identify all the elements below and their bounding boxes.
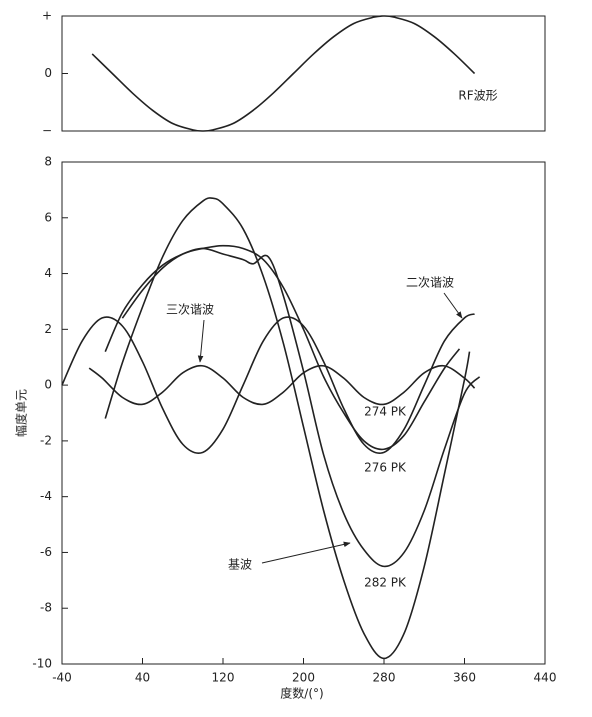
top-frame	[61, 15, 546, 132]
x-axis-label: 度数/(°)	[280, 686, 323, 701]
annotation: RF波形	[458, 89, 497, 103]
y-tick-label: -6	[40, 545, 52, 559]
y-tick-label: 0	[44, 378, 52, 392]
annotation: 274 PK	[364, 405, 407, 419]
x-tick-label: 280	[373, 671, 396, 685]
annotation: 282 PK	[364, 576, 407, 590]
arrow	[443, 292, 463, 319]
series-line	[104, 197, 471, 660]
y-tick-label: −	[42, 124, 52, 138]
series-line	[91, 15, 476, 132]
x-tick-label: 440	[534, 671, 557, 685]
x-tick-label: 120	[212, 671, 235, 685]
arrow	[197, 319, 205, 363]
y-tick-label: -2	[40, 433, 52, 447]
annotation: 基波	[228, 558, 252, 572]
x-tick-label: 360	[453, 671, 476, 685]
arrow	[261, 541, 351, 564]
y-tick-label: -4	[40, 489, 52, 503]
bottom-frame	[61, 161, 546, 665]
x-tick-label: 40	[135, 671, 150, 685]
series-line	[88, 364, 476, 406]
series-line	[104, 247, 481, 568]
y-tick-label: 2	[44, 322, 52, 336]
y-tick-label: -8	[40, 601, 52, 615]
y-tick-label: -10	[32, 657, 52, 671]
annotation: 276 PK	[364, 461, 407, 475]
y-tick-label: 8	[44, 155, 52, 169]
x-tick-label: 200	[292, 671, 315, 685]
x-tick-label: -40	[52, 671, 72, 685]
y-tick-label: +	[42, 9, 52, 23]
y-tick-label: 4	[44, 266, 52, 280]
y-tick-label: 6	[44, 210, 52, 224]
series-line	[61, 313, 475, 454]
annotation: 三次谐波	[166, 303, 214, 317]
annotation: 二次谐波	[406, 276, 454, 290]
y-axis-label: 幅度单元	[14, 389, 29, 437]
y-tick-label: 0	[44, 66, 52, 80]
